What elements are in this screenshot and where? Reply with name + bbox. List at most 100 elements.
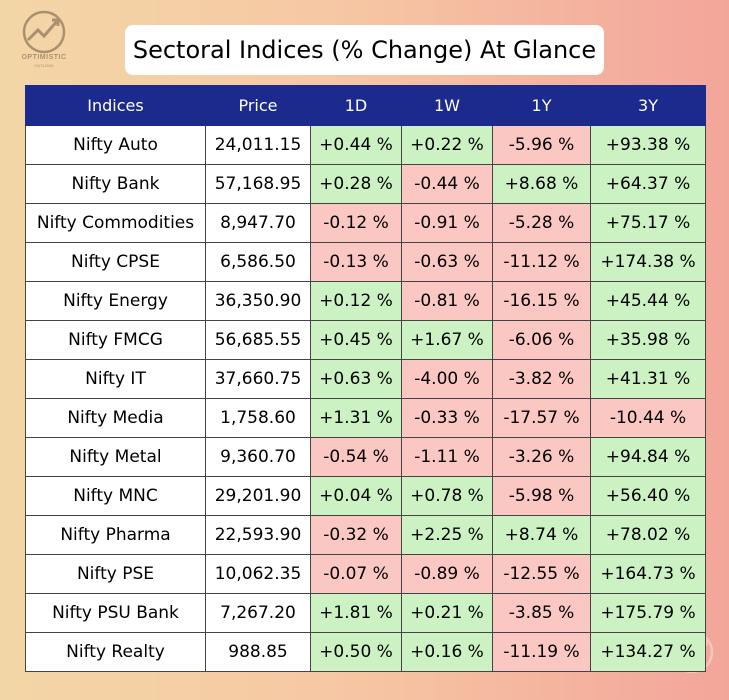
- cell-price: 56,685.55: [205, 320, 311, 360]
- cell-price: 36,350.90: [205, 281, 311, 321]
- cell-change-3y: +174.38 %: [590, 242, 706, 282]
- cell-change-1y: -3.82 %: [492, 359, 591, 399]
- cell-index-name: Nifty IT: [25, 359, 206, 399]
- column-header-1w: 1W: [401, 85, 493, 126]
- cell-change-1y: -11.12 %: [492, 242, 591, 282]
- cell-change-3y: +35.98 %: [590, 320, 706, 360]
- cell-price: 29,201.90: [205, 476, 311, 516]
- logo-tagline: OUTLOOK: [34, 63, 54, 68]
- cell-index-name: Nifty CPSE: [25, 242, 206, 282]
- column-header-indices: Indices: [25, 85, 206, 126]
- cell-change-1d: +0.04 %: [310, 476, 402, 516]
- cell-index-name: Nifty Bank: [25, 164, 206, 204]
- cell-change-3y: -10.44 %: [590, 398, 706, 438]
- cell-index-name: Nifty Energy: [25, 281, 206, 321]
- cell-change-1d: -0.32 %: [310, 515, 402, 555]
- sectoral-indices-table: Indices Price 1D 1W 1Y 3Y Nifty Auto 24,0…: [25, 85, 706, 672]
- cell-change-1d: +1.81 %: [310, 593, 402, 633]
- table-row: Nifty Bank 57,168.95 +0.28 % -0.44 % +8.68 %…: [25, 164, 706, 204]
- cell-price: 22,593.90: [205, 515, 311, 555]
- column-header-1y: 1Y: [492, 85, 591, 126]
- cell-price: 9,360.70: [205, 437, 311, 477]
- column-header-price: Price: [205, 85, 311, 126]
- table-body: Nifty Auto 24,011.15 +0.44 % +0.22 % -5.96 %…: [25, 125, 706, 672]
- cell-index-name: Nifty MNC: [25, 476, 206, 516]
- cell-change-3y: +93.38 %: [590, 125, 706, 165]
- cell-change-1w: +0.21 %: [401, 593, 493, 633]
- cell-change-1d: +0.28 %: [310, 164, 402, 204]
- cell-index-name: Nifty FMCG: [25, 320, 206, 360]
- table-row: Nifty Metal 9,360.70 -0.54 % -1.11 % -3.26 %…: [25, 437, 706, 477]
- cell-change-1y: -6.06 %: [492, 320, 591, 360]
- cell-price: 1,758.60: [205, 398, 311, 438]
- cell-change-1w: -0.91 %: [401, 203, 493, 243]
- column-header-3y: 3Y: [590, 85, 706, 126]
- cell-change-3y: +56.40 %: [590, 476, 706, 516]
- cell-price: 10,062.35: [205, 554, 311, 594]
- cell-change-1d: -0.12 %: [310, 203, 402, 243]
- cell-change-1d: +0.45 %: [310, 320, 402, 360]
- table-row: Nifty IT 37,660.75 +0.63 % -4.00 % -3.82 % +4…: [25, 359, 706, 399]
- cell-change-1y: -11.19 %: [492, 632, 591, 672]
- cell-change-1y: +8.68 %: [492, 164, 591, 204]
- cell-change-1w: -0.33 %: [401, 398, 493, 438]
- cell-price: 7,267.20: [205, 593, 311, 633]
- cell-change-3y: +41.31 %: [590, 359, 706, 399]
- logo-name: OPTIMISTIC: [21, 54, 67, 61]
- cell-index-name: Nifty Pharma: [25, 515, 206, 555]
- cell-change-1y: +8.74 %: [492, 515, 591, 555]
- cell-change-3y: +134.27 %: [590, 632, 706, 672]
- cell-price: 6,586.50: [205, 242, 311, 282]
- cell-change-1y: -5.28 %: [492, 203, 591, 243]
- cell-change-1w: -0.63 %: [401, 242, 493, 282]
- cell-change-1w: +0.16 %: [401, 632, 493, 672]
- cell-change-1w: +0.78 %: [401, 476, 493, 516]
- column-header-1d: 1D: [310, 85, 402, 126]
- table-row: Nifty CPSE 6,586.50 -0.13 % -0.63 % -11.12 %…: [25, 242, 706, 282]
- cell-change-3y: +78.02 %: [590, 515, 706, 555]
- cell-price: 24,011.15: [205, 125, 311, 165]
- table-row: Nifty Media 1,758.60 +1.31 % -0.33 % -17.57 …: [25, 398, 706, 438]
- optimistic-outlook-logo: OPTIMISTIC OUTLOOK: [12, 8, 76, 72]
- cell-price: 988.85: [205, 632, 311, 672]
- cell-change-1w: -4.00 %: [401, 359, 493, 399]
- table-row: Nifty Energy 36,350.90 +0.12 % -0.81 % -16.1…: [25, 281, 706, 321]
- cell-change-1y: -12.55 %: [492, 554, 591, 594]
- cell-index-name: Nifty PSU Bank: [25, 593, 206, 633]
- cell-index-name: Nifty Realty: [25, 632, 206, 672]
- cell-change-1w: -0.89 %: [401, 554, 493, 594]
- cell-change-3y: +75.17 %: [590, 203, 706, 243]
- table-row: Nifty MNC 29,201.90 +0.04 % +0.78 % -5.98 % +…: [25, 476, 706, 516]
- cell-change-1y: -3.85 %: [492, 593, 591, 633]
- cell-change-1w: -0.81 %: [401, 281, 493, 321]
- table-row: Nifty FMCG 56,685.55 +0.45 % +1.67 % -6.06 %…: [25, 320, 706, 360]
- cell-change-1d: +0.44 %: [310, 125, 402, 165]
- cell-change-3y: +164.73 %: [590, 554, 706, 594]
- cell-change-3y: +94.84 %: [590, 437, 706, 477]
- cell-change-3y: +64.37 %: [590, 164, 706, 204]
- cell-price: 37,660.75: [205, 359, 311, 399]
- table-row: Nifty PSU Bank 7,267.20 +1.81 % +0.21 % -3.8…: [25, 593, 706, 633]
- cell-change-1d: +0.50 %: [310, 632, 402, 672]
- cell-change-1d: -0.54 %: [310, 437, 402, 477]
- cell-change-1y: -3.26 %: [492, 437, 591, 477]
- table-row: Nifty PSE 10,062.35 -0.07 % -0.89 % -12.55 %…: [25, 554, 706, 594]
- cell-index-name: Nifty Auto: [25, 125, 206, 165]
- table-row: Nifty Pharma 22,593.90 -0.32 % +2.25 % +8.74…: [25, 515, 706, 555]
- cell-change-1d: +0.63 %: [310, 359, 402, 399]
- table-header-row: Indices Price 1D 1W 1Y 3Y: [25, 85, 706, 126]
- cell-change-1y: -16.15 %: [492, 281, 591, 321]
- page-title: Sectoral Indices (% Change) At Glance: [125, 25, 604, 75]
- cell-change-1w: +1.67 %: [401, 320, 493, 360]
- cell-change-1d: +0.12 %: [310, 281, 402, 321]
- table-row: Nifty Auto 24,011.15 +0.44 % +0.22 % -5.96 %…: [25, 125, 706, 165]
- table-row: Nifty Realty 988.85 +0.50 % +0.16 % -11.19 %…: [25, 632, 706, 672]
- cell-index-name: Nifty PSE: [25, 554, 206, 594]
- cell-change-1y: -5.96 %: [492, 125, 591, 165]
- cell-change-3y: +45.44 %: [590, 281, 706, 321]
- cell-price: 57,168.95: [205, 164, 311, 204]
- cell-index-name: Nifty Commodities: [25, 203, 206, 243]
- cell-index-name: Nifty Media: [25, 398, 206, 438]
- cell-change-1d: +1.31 %: [310, 398, 402, 438]
- cell-change-1y: -17.57 %: [492, 398, 591, 438]
